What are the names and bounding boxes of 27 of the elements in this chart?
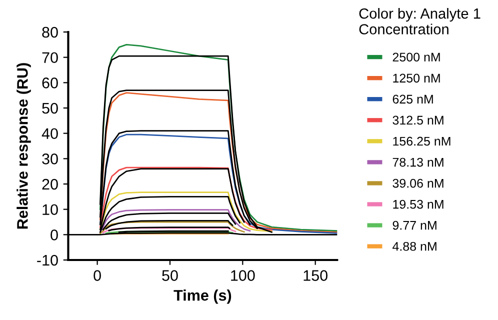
x-tick-label: 0 xyxy=(94,270,101,281)
legend-label: 9.77 nM xyxy=(392,220,436,230)
y-tick-label: 80 xyxy=(42,26,58,38)
legend-label: 4.88 nM xyxy=(392,242,436,251)
legend-label: 625 nM xyxy=(392,94,433,104)
y-tick-label: 30 xyxy=(42,154,58,164)
y-axis-title: Relative response (RU) xyxy=(16,63,31,229)
y-tick-label: 60 xyxy=(42,78,58,88)
legend-label: 78.13 nM xyxy=(392,158,444,167)
x-tick-label: 100 xyxy=(231,270,255,281)
legend-label: 39.06 nM xyxy=(392,178,444,188)
legend-label: 2500 nM xyxy=(392,52,440,62)
legend-label: 156.25 nM xyxy=(393,136,450,146)
x-tick-label: 50 xyxy=(162,270,178,281)
legend-title: Color by: Analyte 1 Concentration xyxy=(359,8,480,34)
legend-label: 1250 nM xyxy=(393,74,440,83)
legend-label: 19.53 nM xyxy=(393,200,444,209)
y-tick-label: 50 xyxy=(42,102,58,114)
x-axis-title: Time (s) xyxy=(174,290,232,304)
y-tick-label: 0 xyxy=(50,230,58,240)
y-tick-label: -10 xyxy=(37,254,58,266)
legend-label: 312.5 nM xyxy=(392,116,444,125)
x-tick-label: 150 xyxy=(304,270,328,281)
y-tick-label: 20 xyxy=(42,178,58,190)
y-tick-label: 70 xyxy=(42,52,58,64)
y-tick-label: 10 xyxy=(42,204,58,216)
y-tick-label: 40 xyxy=(42,128,58,140)
